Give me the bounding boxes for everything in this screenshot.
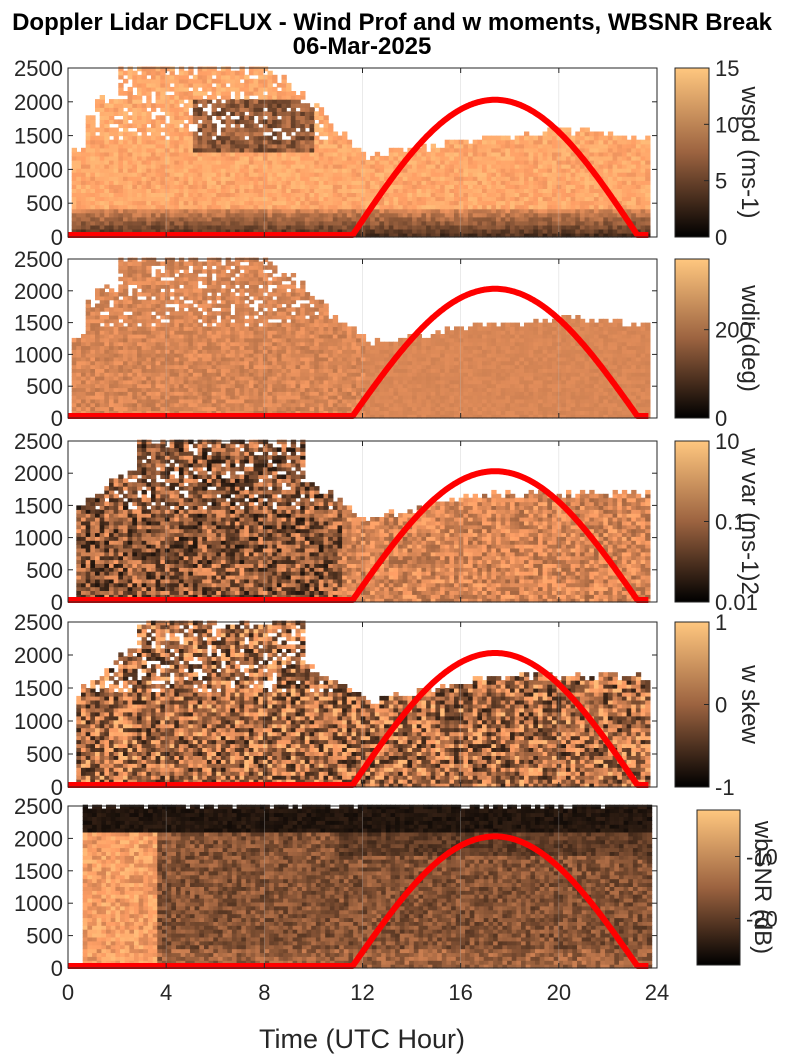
y-tick-label: 2500	[14, 429, 63, 454]
colorbar-tick-label: 10	[715, 429, 739, 454]
y-tick-label: 1500	[14, 124, 63, 149]
colorbar-tick-label: 200	[715, 318, 752, 343]
x-tick-label: 0	[62, 980, 74, 1005]
figure-title-line1: Doppler Lidar DCFLUX - Wind Prof and w m…	[12, 9, 772, 36]
colorbar-tick-label: 0	[715, 693, 727, 718]
x-tick-label: 8	[258, 980, 270, 1005]
solar-curve	[66, 96, 651, 238]
heatmap-cells	[71, 439, 651, 603]
colorbar-tick-label: -20	[746, 907, 778, 932]
colorbar-tick-label: -10	[746, 845, 778, 870]
y-tick-label: 500	[26, 191, 63, 216]
colorbar-label: w var (ms-1)2	[736, 447, 763, 595]
x-tick-label: 16	[448, 980, 472, 1005]
y-tick-label: 1000	[14, 891, 63, 916]
colorbar-tick-label: -1	[715, 775, 735, 800]
panel-4: 0 500 1000 1500 2000 2500 -1 0 1 w skew	[14, 610, 763, 800]
y-tick-label: 2500	[14, 610, 63, 635]
y-tick-label: 1500	[14, 311, 63, 336]
heatmap-cells	[71, 257, 651, 419]
y-tick-label: 1500	[14, 859, 63, 884]
y-tick-label: 1000	[14, 709, 63, 734]
y-tick-label: 0	[51, 225, 63, 250]
y-tick-label: 0	[51, 406, 63, 431]
colorbar-tick-label: 0.01	[715, 590, 758, 615]
x-tick-label: 12	[350, 980, 374, 1005]
panel-3: 0 500 1000 1500 2000 2500 0.01 0.1 10w var (ms-1…	[14, 429, 763, 615]
x-axis-label: Time (UTC Hour)	[259, 1024, 465, 1054]
y-tick-label: 1000	[14, 157, 63, 182]
heatmap-cells	[71, 66, 651, 238]
colorbar-tick-label: 10	[715, 112, 739, 137]
y-tick-label: 500	[26, 374, 63, 399]
y-tick-label: 1500	[14, 493, 63, 518]
colorbar-tick-label: 0	[715, 406, 727, 431]
y-tick-label: 1000	[14, 526, 63, 551]
colorbar-tick-label: 0	[715, 225, 727, 250]
solar-curve	[66, 650, 651, 788]
colorbar: -1 0 1 w skew	[674, 610, 763, 800]
x-tick-label: 4	[160, 980, 172, 1005]
x-tick-label: 20	[547, 980, 571, 1005]
solar-curve	[66, 285, 651, 419]
y-tick-label: 2000	[14, 826, 63, 851]
y-tick-label: 2500	[14, 794, 63, 819]
colorbar-tick-label: 15	[715, 56, 739, 81]
colorbar-label: wspd (ms-1)	[736, 85, 763, 218]
colorbar-label: w skew	[736, 664, 763, 744]
colorbar: 0.01 0.1 10w var (ms-1)2	[674, 429, 763, 615]
y-tick-label: 0	[51, 590, 63, 615]
y-tick-label: 500	[26, 742, 63, 767]
y-tick-label: 2000	[14, 643, 63, 668]
figure-title-line2: 06-Mar-2025	[293, 33, 432, 60]
x-tick-label: 24	[645, 980, 669, 1005]
y-tick-label: 2000	[14, 279, 63, 304]
solar-curve	[66, 833, 651, 969]
y-tick-label: 2500	[14, 247, 63, 272]
y-tick-label: 500	[26, 924, 63, 949]
y-tick-label: 0	[51, 956, 63, 981]
colorbar-tick-label: 1	[715, 610, 727, 635]
colorbar-label: wdir (deg)	[736, 284, 763, 392]
y-tick-label: 0	[51, 775, 63, 800]
colorbar-tick-label: 5	[715, 169, 727, 194]
y-tick-label: 1000	[14, 342, 63, 367]
y-tick-label: 2500	[14, 56, 63, 81]
y-tick-label: 500	[26, 558, 63, 583]
colorbar-tick-label: 0.1	[715, 510, 746, 535]
heatmap-cells	[76, 620, 651, 788]
y-tick-label: 2000	[14, 461, 63, 486]
panel-1: 0 500 1000 1500 2000 2500 0 5 10 15 wspd (ms-1)	[14, 56, 763, 250]
y-tick-label: 2000	[14, 90, 63, 115]
solar-curve	[66, 468, 651, 603]
colorbar-label: wbSNR (dB)	[749, 820, 776, 954]
colorbar: 0 5 10 15 wspd (ms-1)	[674, 56, 763, 250]
y-tick-label: 1500	[14, 676, 63, 701]
panel-5: 0 500 1000 1500 2000 2500 0 4 8 12 16 20 24 -20 -10wbS…	[14, 794, 778, 1005]
